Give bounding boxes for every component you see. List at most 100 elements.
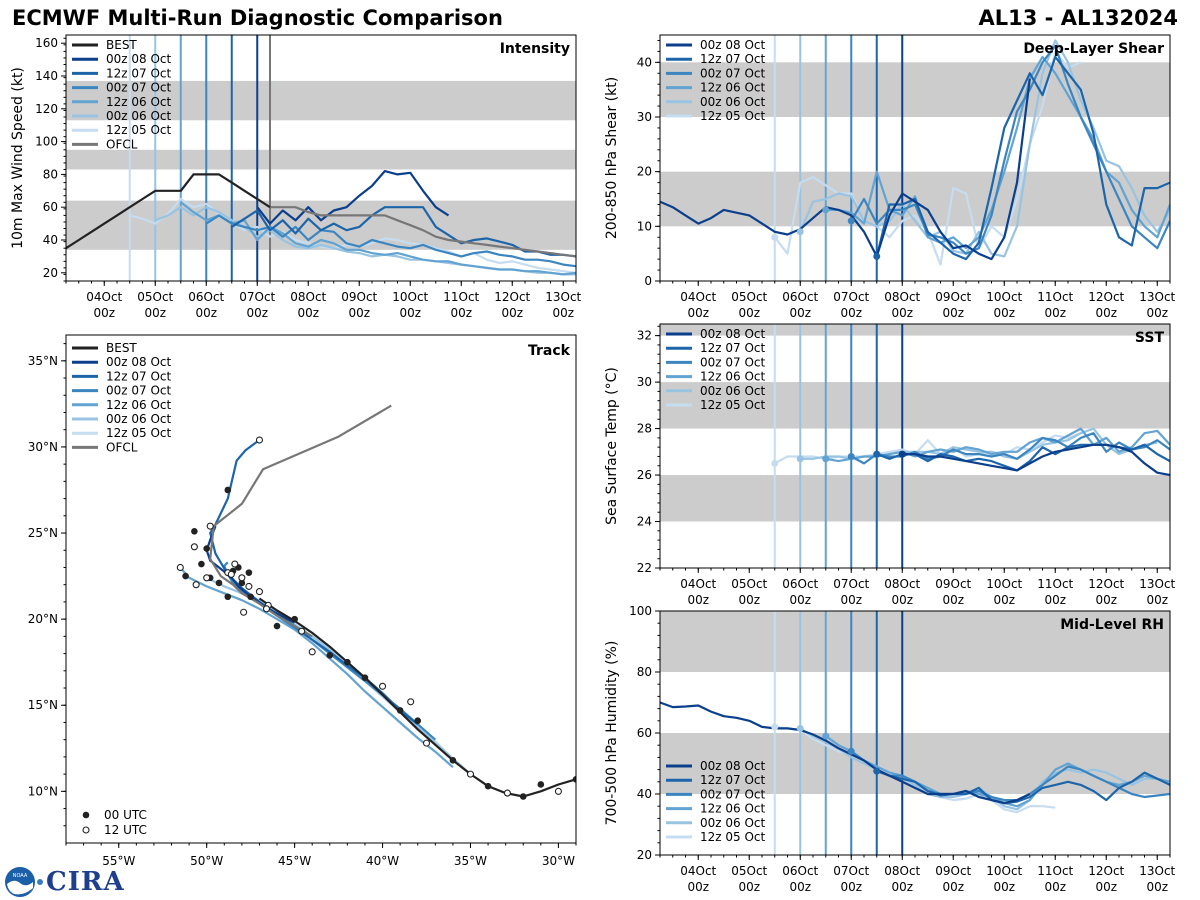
series-start-marker [771,723,779,731]
x-tick-label: 00z [348,306,370,320]
legend-label: 12z 07 Oct [106,66,172,80]
track-marker-00utc [245,569,253,576]
legend-label: 00z 07 Oct [700,66,766,80]
track-marker-00utc [203,545,210,552]
track-marker-12utc [238,574,246,582]
x-tick-label: 00z [789,880,811,894]
track-marker-12utc [379,682,387,690]
series-start-marker [873,252,881,260]
series-line [180,201,576,276]
x-tick-label: 00z [840,880,862,894]
x-tick-label: 00z [738,306,760,320]
panel-title: SST [1135,330,1165,346]
x-tick-label: 06Oct [188,290,224,304]
series-line [825,735,1170,808]
y-tick-label: 60 [43,200,58,214]
track-marker-00utc [291,615,298,623]
series-start-marker [771,233,779,241]
track-marker-00utc [344,658,351,666]
x-tick-label: 00z [144,306,166,320]
noaa-logo-text: NOAA [13,873,28,879]
y-tick-label: 40 [637,787,652,801]
x-tick-label: 00z [840,593,862,607]
x-tick-label: 00z [738,880,760,894]
x-tick-label: 00z [1146,880,1168,894]
y-tick-label: 60 [637,726,652,740]
legend-label: 12z 05 Oct [700,830,766,844]
x-tick-label: 05Oct [731,864,767,878]
threshold-band [660,382,1170,429]
legend-label: 00z 06 Oct [106,412,172,426]
marker-legend-12utc [82,826,90,834]
x-tick-label: 00z [1146,593,1168,607]
track-marker-12utc [190,543,198,551]
panel-title: Intensity [500,41,570,57]
track-marker-00utc [326,651,334,659]
legend-label: 12z 06 Oct [700,802,766,816]
legend-label: 12z 05 Oct [106,123,172,137]
x-tick-label: 00z [1146,306,1168,320]
y-tick-label: 40 [637,55,652,69]
x-tick-label: 04Oct [680,290,716,304]
y-tick-label: 100 [35,135,58,149]
x-tick-label: 11Oct [1037,864,1073,878]
track-marker-12utc [466,770,475,778]
series-line [850,44,1170,255]
x-tick-label: 00z [93,306,115,320]
series-start-marker [898,450,906,458]
threshold-band [66,200,576,250]
x-tick-label: 00z [687,593,709,607]
x-tick-label: 00z [993,593,1015,607]
series-start-marker [822,455,830,463]
x-tick-label: 13Oct [1139,290,1175,304]
cira-logo-text: CIRA [46,867,125,897]
x-tick-label: 00z [993,880,1015,894]
panel-title: Track [528,343,571,359]
series-line [799,727,1170,811]
x-tick-label: 13Oct [1139,577,1175,591]
x-tick-label: 00z [993,306,1015,320]
series-line [875,55,1170,261]
series-start-marker [796,228,804,236]
series-start-marker [822,206,830,214]
legend-label: 00z 06 Oct [700,816,766,830]
y-axis-label: Sea Surface Temp (°C) [604,367,620,525]
track-marker-00utc [572,775,576,783]
series-line [66,173,271,250]
x-tick-label: 07Oct [239,290,275,304]
series-line [270,206,576,258]
track-marker-00utc [484,782,492,790]
track-marker-12utc [255,588,263,596]
x-tick-label: 04Oct [680,864,716,878]
track-marker-00utc [198,560,205,568]
track-marker-12utc [245,582,253,590]
track-marker-12utc [255,436,263,444]
noaa-cira-logo: NOAA CIRA [4,866,125,898]
track-marker-12utc [298,627,306,635]
x-tick-label: 00z [195,306,217,320]
legend-label: 12z 05 Oct [700,109,766,123]
storm-id-title: AL13 - AL132024 [978,6,1179,30]
legend-label: 12z 07 Oct [106,369,172,383]
x-tick-label: 00z [552,306,574,320]
threshold-band [660,324,1170,336]
panel-title: Deep-Layer Shear [1023,41,1164,57]
x-tick-label: 09Oct [935,864,971,878]
series-start-marker [873,767,881,775]
x-tick-label: 00z [891,306,913,320]
legend-label: 12z 07 Oct [700,341,766,355]
x-tick-label: 00z [1044,593,1066,607]
x-tick-label: 09Oct [935,577,971,591]
track-marker-12utc [240,608,248,616]
threshold-band [660,611,1170,672]
x-tick-label: 00z [789,593,811,607]
x-tick-label: 55°W [102,854,135,868]
track-marker-00utc [361,674,369,681]
x-tick-label: 00z [501,306,523,320]
legend-label: OFCL [106,440,138,454]
threshold-band [66,80,576,121]
x-tick-label: 00z [942,593,964,607]
x-tick-label: 00z [1044,306,1066,320]
y-tick-label: 25°N [28,526,58,540]
x-tick-label: 00z [450,306,472,320]
